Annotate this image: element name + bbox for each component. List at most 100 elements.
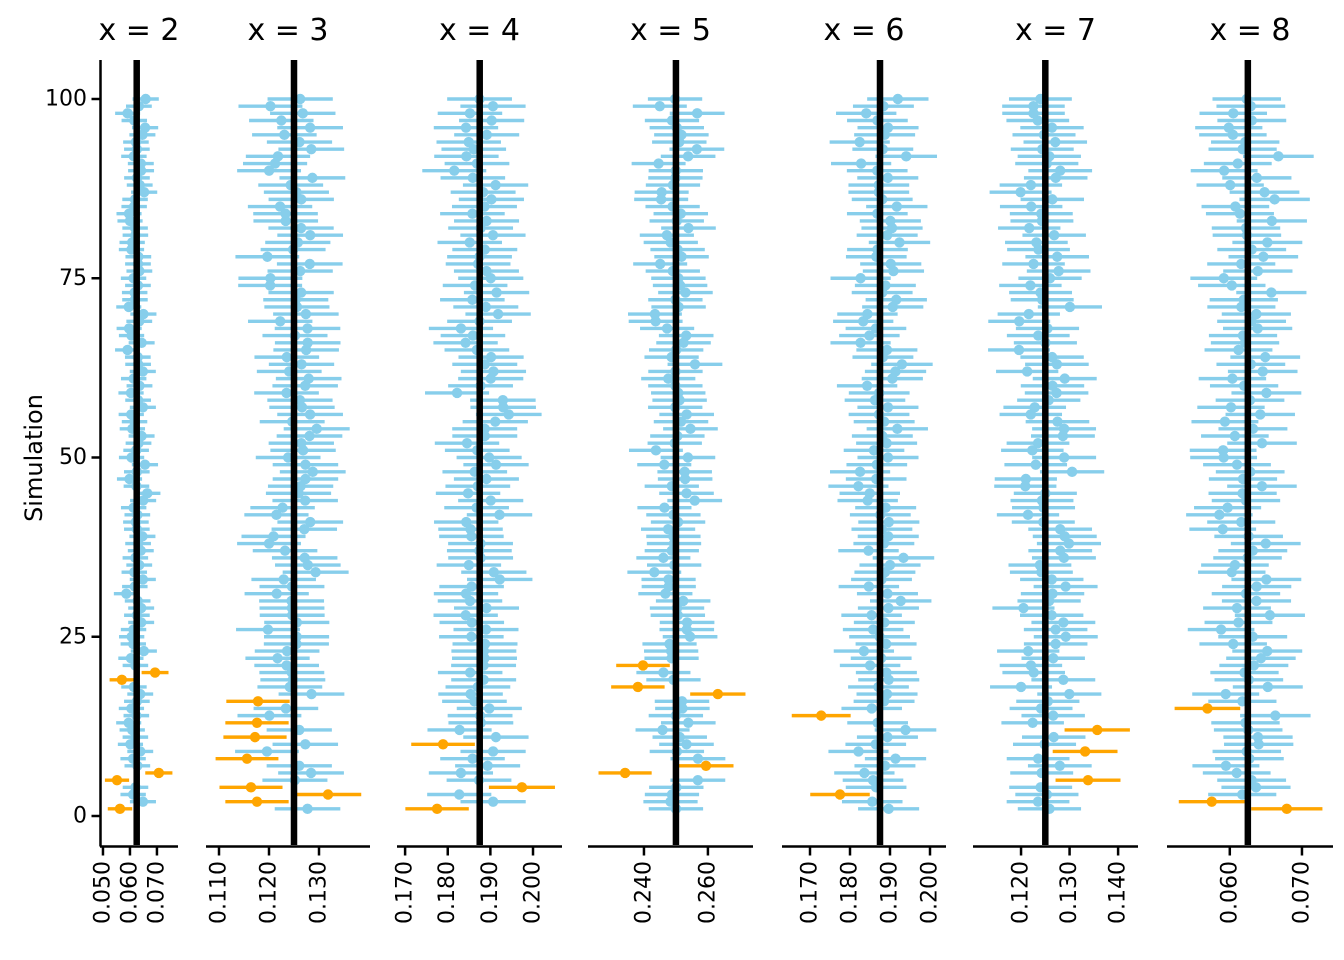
ci-point [861,380,873,391]
ci-point [866,703,877,714]
ci-point [451,387,463,399]
ci-point [882,122,894,133]
ci-point [463,136,474,148]
ci-point [503,409,514,420]
ci-point [1232,158,1243,169]
ci-point [1028,258,1039,270]
ci-point [681,488,692,499]
x-tick-label: 0.170 [798,861,823,924]
ci-point [1261,387,1272,399]
ci-point [464,667,476,678]
ci-point [692,774,704,786]
ci-point [1233,617,1244,628]
ci-point [1231,767,1242,779]
ci-point [1262,645,1273,657]
ci-point [490,416,501,427]
ci-point [467,208,478,219]
ci-point [1236,516,1247,528]
x-tick-label: 0.180 [435,861,460,924]
ci-point [682,452,694,463]
panel-x=3: x = 3 0.110 0.120 0.130 [206,13,370,924]
ci-point [280,703,292,714]
ci-point [302,337,313,348]
ci-point [1227,373,1238,384]
ci-point [1251,595,1262,607]
ci-point [1047,588,1058,599]
ci-point [278,574,289,585]
ci-point [282,452,294,463]
ci-point [1220,760,1232,772]
ci-point [137,796,149,807]
ci-point [1046,574,1057,585]
ci-point [1025,660,1037,671]
ci-point [658,552,669,564]
ci-point [884,559,896,571]
ci-point [1064,301,1076,313]
ci-point [1260,538,1271,549]
ci-point [901,151,912,162]
missed-ci-point [1082,774,1094,786]
ci-point [864,488,875,499]
ci-point [662,524,674,535]
y-axis-title: Simulation [20,394,48,522]
ci-point [304,258,315,270]
ci-point [1032,796,1044,807]
ci-point [1048,653,1059,664]
ci-point [300,308,312,320]
ci-point [487,796,499,807]
ci-point [680,287,691,298]
ci-point [1053,265,1064,277]
ci-point [656,187,667,198]
ci-point [294,93,306,105]
ci-point [1047,380,1058,391]
ci-point [1219,416,1231,427]
ci-point [480,301,492,313]
ci-point [460,122,472,133]
ci-point [304,409,316,420]
ci-point [681,617,693,628]
ci-point [855,158,867,169]
ci-point [484,703,495,714]
missed-ci-point [431,803,443,815]
ci-point [855,337,866,348]
ci-point [271,588,282,599]
ci-point [1046,610,1057,621]
ci-point [294,394,306,406]
facet-title: x = 5 [630,13,711,48]
ci-point [485,495,496,506]
ci-point [654,258,666,270]
missed-ci-point [637,660,649,671]
ci-point [122,108,133,119]
ci-point [481,129,492,141]
ci-point [483,452,495,463]
ci-point [486,115,497,126]
ci-point [461,516,472,528]
ci-point [1015,187,1026,198]
ci-point [281,387,292,399]
panel-x=8: x = 8 0.060 0.070 [1167,13,1333,924]
ci-point [462,488,474,499]
ci-point [299,524,310,535]
ci-point [654,100,666,112]
ci-point [1047,710,1059,721]
ci-point [467,753,478,764]
ci-point [1060,581,1071,592]
ci-point [1058,423,1070,435]
ci-point [861,108,872,119]
ci-point [867,624,879,635]
ci-point [685,423,696,435]
ci-point [490,731,502,743]
ci-point [304,430,315,442]
ci-point [305,767,317,779]
ci-point [299,495,311,506]
ci-point [123,323,135,334]
ci-point [490,459,502,470]
ci-point [1028,108,1039,119]
ci-point [466,581,477,592]
ci-point [491,287,502,298]
ci-point [304,122,316,133]
ci-point [296,359,307,370]
ci-point [460,610,471,621]
ci-point [1014,316,1025,327]
